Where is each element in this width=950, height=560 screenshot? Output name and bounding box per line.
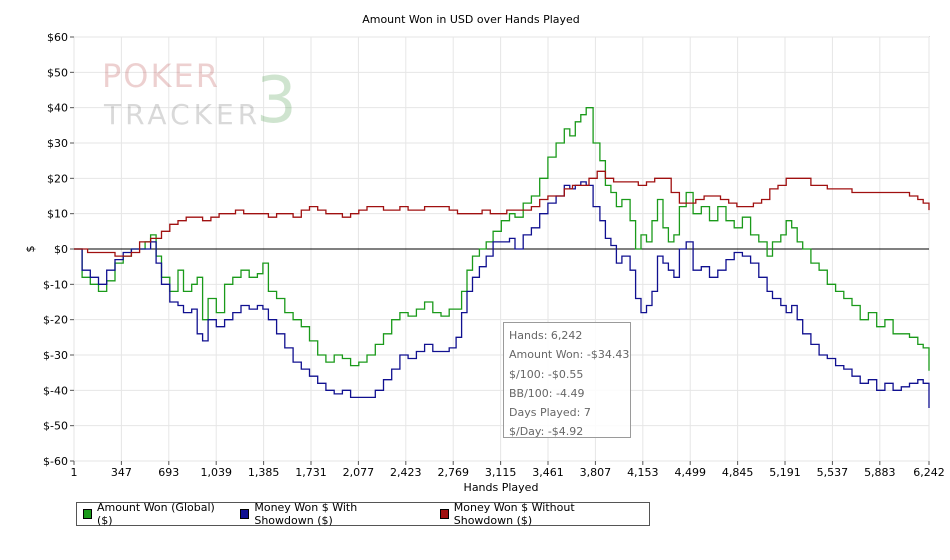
- legend-swatch-amount-won: [83, 509, 92, 519]
- watermark-three: 3: [256, 64, 297, 138]
- x-tick-label: 2,077: [343, 466, 375, 479]
- stat-amount-won: Amount Won: -$34.43: [509, 348, 630, 362]
- x-tick-label: 5,883: [864, 466, 896, 479]
- y-tick-label: $-40: [43, 384, 68, 397]
- x-tick-label: 2,423: [390, 466, 422, 479]
- stat-per-100: $/100: -$0.55: [509, 367, 584, 381]
- y-tick-layer: $-60 $-50 $-40 $-30 $-20 $-10 $0 $10 $20 $30 $40 $5…: [43, 31, 74, 468]
- y-tick-label: $40: [47, 102, 68, 115]
- x-tick-label: 1: [71, 466, 78, 479]
- y-tick-label: $-30: [43, 349, 68, 362]
- legend-label-with-showdown: Money Won $ With Showdown ($): [254, 501, 358, 527]
- x-tick-label: 5,537: [817, 466, 849, 479]
- series-line-money-won-with-showdown: [74, 181, 930, 408]
- y-tick-label: $20: [47, 172, 68, 185]
- y-tick-label: $30: [47, 137, 68, 150]
- x-tick-label: 2,769: [437, 466, 469, 479]
- y-tick-label: $-60: [43, 455, 68, 468]
- x-tick-label: 347: [111, 466, 132, 479]
- y-tick-label: $-20: [43, 314, 68, 327]
- x-tick-label: 1,039: [200, 466, 232, 479]
- x-tick-label: 3,461: [532, 466, 564, 479]
- legend-swatch-with-showdown: [240, 509, 250, 519]
- x-tick-label: 4,845: [722, 466, 754, 479]
- legend-item-amount-won[interactable]: Amount Won (Global) ($): [83, 501, 216, 527]
- x-tick-label: 5,191: [769, 466, 801, 479]
- x-tick-label: 4,499: [674, 466, 706, 479]
- watermark-tracker: TRACKER: [103, 98, 261, 131]
- y-tick-label: $-10: [43, 278, 68, 291]
- legend-swatch-without-showdown: [439, 509, 449, 519]
- x-tick-label: 3,115: [485, 466, 517, 479]
- legend-label-amount-won: Amount Won (Global) ($): [96, 501, 215, 527]
- legend-label-without-showdown: Money Won $ Without Showdown ($): [453, 501, 575, 527]
- stat-per-day: $/Day: -$4.92: [509, 425, 584, 439]
- x-tick-label: 6,242: [913, 466, 945, 479]
- series-layer: [74, 107, 930, 408]
- x-axis-label: Hands Played: [464, 481, 539, 494]
- legend-item-without-showdown[interactable]: Money Won $ Without Showdown ($): [439, 501, 631, 527]
- stat-bb-per-100: BB/100: -4.49: [509, 386, 585, 400]
- x-tick-label: 1,385: [248, 466, 280, 479]
- stat-hands: Hands: 6,242: [509, 329, 583, 342]
- chart-title: Amount Won in USD over Hands Played: [362, 13, 580, 26]
- y-tick-label: $-50: [43, 420, 68, 433]
- pokertracker-watermark: POKER TRACKER 3: [102, 57, 297, 138]
- stat-days-played: Days Played: 7: [509, 406, 591, 420]
- y-tick-label: $0: [54, 243, 68, 256]
- series-line-money-won-without-showdown: [74, 170, 930, 257]
- stats-box: Hands: 6,242 Amount Won: -$34.43 $/100: …: [503, 322, 631, 438]
- y-axis-label: $: [24, 246, 37, 253]
- watermark-poker: POKER: [102, 57, 220, 95]
- x-tick-layer: 1 347 693 1,039 1,385 1,731 2,077 2,423 2,769 3,1…: [71, 461, 945, 479]
- x-tick-label: 693: [158, 466, 179, 479]
- legend: Amount Won (Global) ($) Money Won $ With…: [76, 501, 650, 527]
- x-tick-label: 4,153: [627, 466, 659, 479]
- x-tick-label: 3,807: [580, 466, 612, 479]
- series-line-amount-won-global: [74, 107, 930, 371]
- x-tick-label: 1,731: [295, 466, 327, 479]
- legend-item-with-showdown[interactable]: Money Won $ With Showdown ($): [240, 501, 415, 527]
- y-tick-label: $10: [47, 208, 68, 221]
- y-tick-label: $60: [47, 31, 68, 44]
- y-tick-label: $50: [47, 66, 68, 79]
